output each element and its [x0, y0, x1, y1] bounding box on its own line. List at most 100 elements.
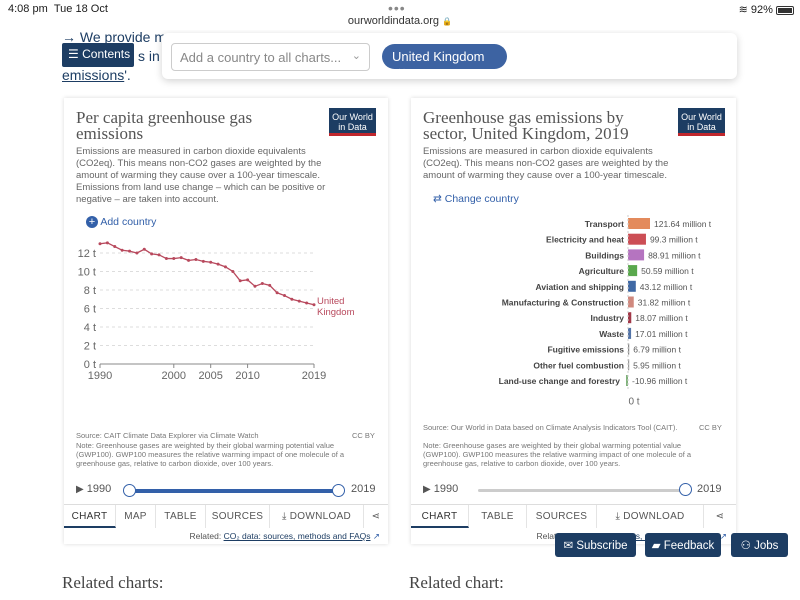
jobs-button[interactable]: ⚇ Jobs: [731, 533, 788, 557]
y-tick-label: 10 t: [78, 267, 96, 279]
x-tick-label: 2010: [235, 370, 259, 382]
x-tick-label: 2005: [198, 370, 222, 382]
category-label: Buildings: [585, 250, 624, 260]
emissions-link[interactable]: emissions: [62, 67, 125, 83]
data-point: [231, 270, 235, 273]
related-line: Related: CO₂ data: sources, methods and …: [536, 531, 727, 541]
y-tick-label: 8 t: [84, 285, 96, 297]
selected-country-chip: United Kingdom ×: [382, 44, 507, 79]
address-bar[interactable]: ourworldindata.org 🔒: [347, 15, 453, 27]
play-icon[interactable]: ▶: [76, 484, 84, 495]
data-point: [135, 251, 139, 255]
tab-chart[interactable]: CHART: [64, 505, 116, 528]
tab-download[interactable]: ⤓ DOWNLOAD: [270, 505, 364, 528]
license-label: CC BY: [699, 423, 722, 432]
series-line: [99, 242, 315, 306]
change-country-button[interactable]: ⇄ Change country: [433, 193, 519, 205]
owid-logo[interactable]: Our World in Data: [329, 108, 376, 136]
data-point: [282, 294, 286, 298]
category-label: Electricity and heat: [546, 235, 624, 245]
global-country-selector: Add a country to all charts... ⌄ United …: [162, 33, 737, 79]
chart-subtitle: Emissions are measured in carbon dioxide…: [423, 146, 669, 181]
y-tick-label: 0 t: [84, 359, 96, 371]
remove-country-icon[interactable]: ×: [398, 64, 406, 79]
x-tick-label: 2019: [302, 370, 326, 382]
data-point: [253, 284, 257, 288]
y-tick-label: 12 t: [78, 248, 96, 260]
page-content: → We provide mor s in ou emissions'. ☰ C…: [0, 30, 800, 600]
related-line: Related: CO₂ data: sources, methods and …: [189, 531, 380, 541]
value-label: 50.59 million t: [641, 266, 694, 276]
bar-chart: Transport 121.64 million t Electricity and…: [499, 215, 712, 408]
license-label: CC BY: [352, 431, 375, 440]
timeline-controls: ▶ 1990 2019: [76, 483, 376, 499]
download-icon: ⤓: [615, 511, 621, 522]
tab-chart[interactable]: CHART: [411, 505, 469, 528]
data-point: [142, 247, 146, 251]
data-point: [194, 257, 198, 261]
play-icon[interactable]: ▶: [423, 484, 431, 495]
timeline-start: 1990: [86, 483, 112, 495]
timeline-slider[interactable]: [478, 483, 692, 496]
bar: [628, 343, 630, 355]
slider-end-handle[interactable]: [332, 484, 345, 497]
add-country-button[interactable]: + Add country: [86, 216, 156, 228]
x-tick-label: 2000: [162, 370, 186, 382]
subscribe-button[interactable]: ✉ Subscribe: [555, 533, 636, 557]
owid-logo[interactable]: Our World in Data: [678, 108, 725, 136]
add-country-input[interactable]: Add a country to all charts... ⌄: [171, 43, 370, 71]
tab-download[interactable]: ⤓ DOWNLOAD: [597, 505, 704, 528]
share-button[interactable]: ⋖: [364, 505, 388, 528]
chart-tabs: CHART MAP TABLE SOURCES ⤓ DOWNLOAD ⋖: [64, 504, 388, 528]
share-button[interactable]: ⋖: [704, 505, 736, 528]
contents-button[interactable]: ☰ Contents: [62, 43, 134, 67]
value-label: 17.01 million t: [635, 329, 688, 339]
y-tick-label: 6 t: [84, 304, 96, 316]
share-icon: ⋖: [715, 511, 725, 522]
category-label: Industry: [590, 313, 624, 323]
menu-icon: ☰: [68, 47, 79, 61]
related-link[interactable]: CO₂ data: sources, methods and FAQs: [223, 531, 371, 541]
related-chart-heading: Related chart:: [409, 573, 504, 592]
bar: [626, 375, 628, 386]
chevron-down-icon: ⌄: [351, 50, 361, 62]
tab-map[interactable]: MAP: [116, 505, 156, 528]
related-charts-heading: Related charts:: [62, 573, 164, 592]
data-point: [275, 291, 279, 295]
value-label: 121.64 million t: [654, 219, 712, 229]
value-label: -10.96 million t: [632, 376, 688, 386]
related-link[interactable]: CO₂ data: sources, methods and FAQs: [571, 531, 718, 541]
timeline-controls: ▶ 1990 2019: [423, 483, 723, 499]
tab-table[interactable]: TABLE: [156, 505, 206, 528]
bar: [628, 280, 636, 292]
data-point: [120, 248, 124, 252]
timeline-slider[interactable]: [123, 484, 345, 497]
data-point: [290, 297, 294, 301]
status-bar: 4:08 pm Tue 18 Oct ••• ourworldindata.or…: [0, 0, 800, 30]
wifi-icon: ≋: [738, 4, 748, 16]
bar: [628, 312, 632, 324]
data-point: [157, 253, 161, 257]
data-point: [216, 262, 220, 266]
chart-card-per-capita: Per capita greenhouse gas emissions Emiss…: [64, 98, 388, 544]
tab-table[interactable]: TABLE: [469, 505, 527, 528]
value-label: 43.12 million t: [640, 282, 693, 292]
slider-start-handle[interactable]: [123, 484, 136, 497]
timeline-end: 2019: [351, 483, 376, 495]
data-point: [246, 278, 250, 282]
bar: [628, 296, 634, 308]
data-point: [209, 260, 213, 264]
data-point: [187, 258, 191, 262]
tab-sources[interactable]: SOURCES: [206, 505, 270, 528]
bar: [628, 359, 630, 371]
tab-sources[interactable]: SOURCES: [527, 505, 597, 528]
chart-card-by-sector: Greenhouse gas emissions by sector, Unite…: [411, 98, 736, 544]
category-label: Fugitive emissions: [547, 345, 624, 355]
plus-circle-icon: +: [86, 216, 98, 228]
value-label: 18.07 million t: [635, 313, 688, 323]
multitask-dots[interactable]: •••: [388, 0, 406, 16]
data-point: [312, 303, 316, 307]
slider-handle[interactable]: [679, 483, 692, 496]
category-label: Land-use change and forestry: [499, 376, 621, 386]
feedback-button[interactable]: ▰ Feedback: [645, 533, 721, 557]
